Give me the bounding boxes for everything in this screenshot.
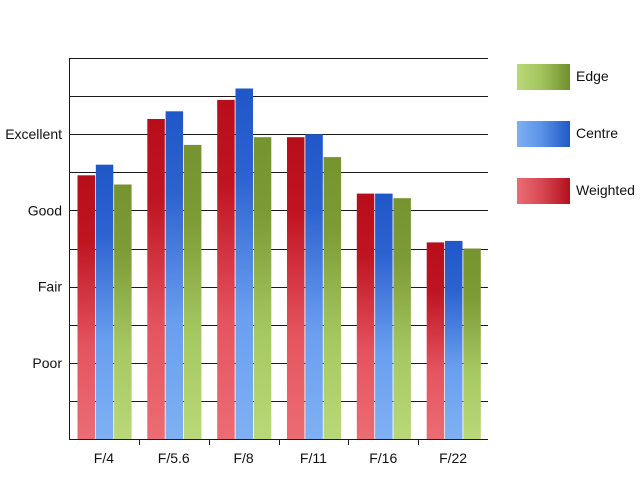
bar-edge-f16 (393, 198, 411, 439)
bar-edge-f22 (463, 248, 481, 439)
bar-edge-f4 (114, 184, 132, 439)
bar-weighted-f8 (217, 99, 235, 440)
x-tick-label: F/4 (94, 450, 114, 466)
bar-edge-f56 (183, 144, 202, 439)
grid-lines (69, 58, 488, 402)
x-tick-label: F/22 (439, 450, 467, 466)
bar-centre-f8 (235, 88, 253, 439)
y-tick-label: Poor (32, 355, 62, 371)
bar-weighted-f4 (77, 175, 95, 440)
legend-label-weighted: Weighted (576, 182, 635, 198)
bar-weighted-f22 (426, 242, 445, 439)
bar-centre-f16 (375, 193, 393, 439)
bar-weighted-f11 (287, 137, 305, 439)
x-tick-label: F/8 (233, 450, 253, 466)
bar-weighted-f16 (356, 193, 375, 439)
x-tick-label: F/11 (300, 450, 327, 466)
legend-swatch-edge (517, 64, 570, 90)
legend-swatch-centre (517, 121, 570, 147)
bar-centre-f4 (95, 164, 114, 439)
legend-label-edge: Edge (576, 68, 609, 84)
bar-edge-f11 (323, 157, 342, 439)
y-tick-label: Excellent (5, 126, 62, 142)
x-tick-label: F/5.6 (158, 450, 190, 466)
legend-label-centre: Centre (576, 125, 619, 141)
x-tick-label: F/16 (369, 450, 397, 466)
bar-weighted-f56 (147, 119, 165, 439)
legend-item-edge: Edge (517, 64, 637, 92)
y-tick-label: Good (28, 202, 62, 218)
x-tick-labels: F/4 F/5.6 F/8 F/11 F/16 F/22 (94, 450, 468, 466)
y-tick-label: Fair (38, 279, 62, 295)
bar-centre-f22 (445, 240, 463, 439)
bar-centre-f11 (305, 134, 323, 439)
bar-centre-f56 (165, 111, 184, 440)
axes (69, 58, 488, 445)
y-tick-labels: Poor Fair Good Excellent (5, 126, 62, 371)
legend-swatch-weighted (517, 178, 570, 204)
legend-item-weighted: Weighted (517, 178, 637, 206)
bar-edge-f8 (253, 137, 272, 439)
legend-item-centre: Centre (517, 121, 637, 149)
bars (77, 88, 481, 440)
